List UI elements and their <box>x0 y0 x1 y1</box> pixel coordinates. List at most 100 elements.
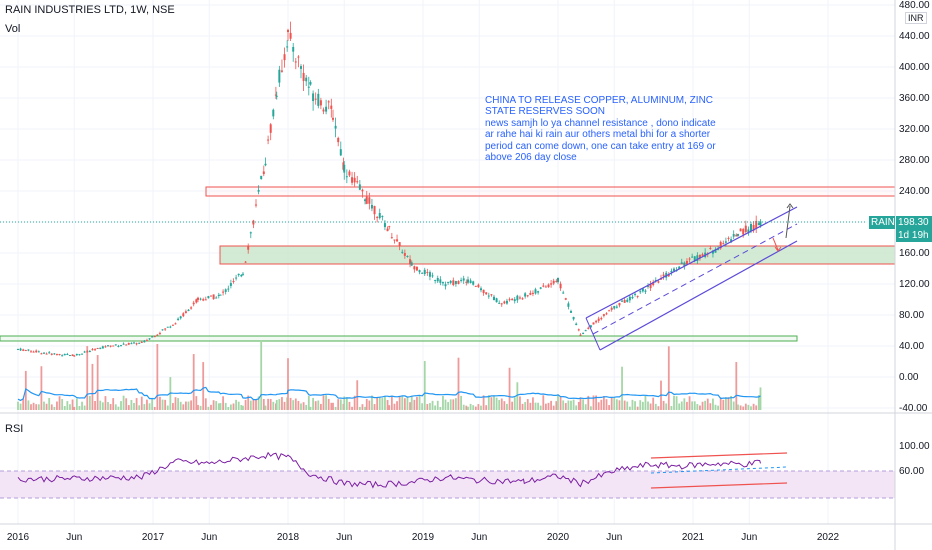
candle-body <box>757 223 760 225</box>
candle-body <box>317 93 320 106</box>
volume-bar <box>125 398 128 410</box>
candle-body <box>66 354 69 356</box>
volume-bar <box>449 399 452 410</box>
candle-body <box>423 269 426 275</box>
resistance-zone[interactable] <box>205 186 896 197</box>
base-zone[interactable] <box>0 335 798 342</box>
volume-bar <box>603 396 605 410</box>
volume-bar <box>309 406 312 410</box>
candle-body <box>410 262 413 266</box>
candle-body <box>61 355 64 357</box>
candle-body <box>452 280 455 286</box>
candle-body <box>130 343 133 345</box>
candle-body <box>202 299 205 301</box>
candle-body <box>334 125 337 129</box>
rsi-tick-label: 100.00 <box>899 441 930 452</box>
volume-bar <box>498 400 501 410</box>
candle-body <box>639 291 642 293</box>
candle-body <box>83 351 86 353</box>
volume-bar <box>460 395 462 410</box>
volume-bar <box>146 399 148 410</box>
volume-bar <box>356 380 359 410</box>
rsi-trend-upper[interactable] <box>650 452 788 459</box>
volume-bar <box>667 346 670 410</box>
volume-bar <box>159 396 161 410</box>
candle-body <box>587 327 590 329</box>
candle-body <box>55 353 58 355</box>
candle-body <box>529 292 532 295</box>
volume-bar <box>117 406 120 410</box>
candle-body <box>732 234 735 237</box>
time-tick-label: Jun <box>471 532 487 543</box>
candle-body <box>539 287 542 289</box>
volume-bar <box>177 398 179 410</box>
volume-bar <box>485 405 488 410</box>
price-axis[interactable]: 480.00 440.00 400.00 360.00 320.00 280.00 240.… <box>899 0 930 414</box>
volume-bar <box>361 404 364 410</box>
candle-body <box>634 293 637 295</box>
candle-body <box>480 288 482 291</box>
candle-body <box>673 268 675 272</box>
volume-bar <box>683 398 686 410</box>
volume-bar <box>465 405 468 410</box>
candle-body <box>30 351 32 353</box>
candle-body <box>597 318 600 321</box>
candle-body <box>709 248 712 250</box>
candle-body <box>513 299 516 302</box>
support-zone[interactable] <box>219 245 896 265</box>
candle-body <box>724 241 727 243</box>
candle-body <box>332 117 334 120</box>
price-tick-label: -40.00 <box>899 403 928 414</box>
candle-body <box>381 215 384 217</box>
volume-bar <box>204 398 207 410</box>
candle-body <box>322 109 325 112</box>
candle-body <box>32 351 35 353</box>
target-arrow-down[interactable] <box>772 237 782 252</box>
candle-body <box>358 184 361 190</box>
candle-body <box>441 282 444 284</box>
volume-bar <box>334 406 337 410</box>
candle-body <box>654 280 657 282</box>
volume-bar <box>219 403 222 410</box>
candle-body <box>592 322 595 325</box>
candle-body <box>215 297 218 299</box>
candle-body <box>717 249 720 251</box>
volume-bar <box>647 401 649 410</box>
volume-bar <box>107 401 109 410</box>
target-arrow-up[interactable] <box>785 203 794 239</box>
time-tick-label: 2018 <box>277 532 300 543</box>
candle-body <box>177 318 180 321</box>
volume-bar <box>104 396 107 410</box>
candle-body <box>269 124 272 133</box>
volume-bar <box>521 403 524 410</box>
candle-body <box>542 285 545 287</box>
volume-bar <box>388 405 391 410</box>
candle-body <box>50 353 53 355</box>
candle-body <box>187 309 190 312</box>
rsi-trend-lower[interactable] <box>650 482 788 489</box>
candle-body <box>719 241 722 249</box>
candle-body <box>608 310 611 312</box>
channel-upper-line[interactable] <box>585 206 798 319</box>
news-annotation[interactable]: CHINA TO RELEASE COPPER, ALUMINUM, ZINC … <box>485 95 725 163</box>
volume-bar <box>275 399 278 410</box>
volume-bar <box>327 398 330 410</box>
candle-body <box>584 330 587 332</box>
currency-badge[interactable]: INR <box>905 12 927 24</box>
channel-lower-line[interactable] <box>599 240 798 351</box>
volume-bar <box>384 396 386 410</box>
channel-mid-line[interactable] <box>592 223 798 335</box>
rsi-line <box>17 451 761 489</box>
candle-body <box>307 86 310 88</box>
volume-bar <box>302 402 305 410</box>
time-axis[interactable]: 2016 Jun 2017 Jun 2018 Jun 2019 Jun 2020 Jun 2021 J… <box>7 532 840 543</box>
time-tick-label: 2016 <box>7 532 30 543</box>
volume-bar <box>735 362 738 410</box>
candle-body <box>370 204 373 209</box>
volume-bar <box>94 400 96 410</box>
volume-bar <box>555 401 558 410</box>
rsi-axis[interactable]: 100.00 60.00 <box>899 441 930 477</box>
volume-bar <box>364 406 366 410</box>
candle-body <box>242 273 244 275</box>
